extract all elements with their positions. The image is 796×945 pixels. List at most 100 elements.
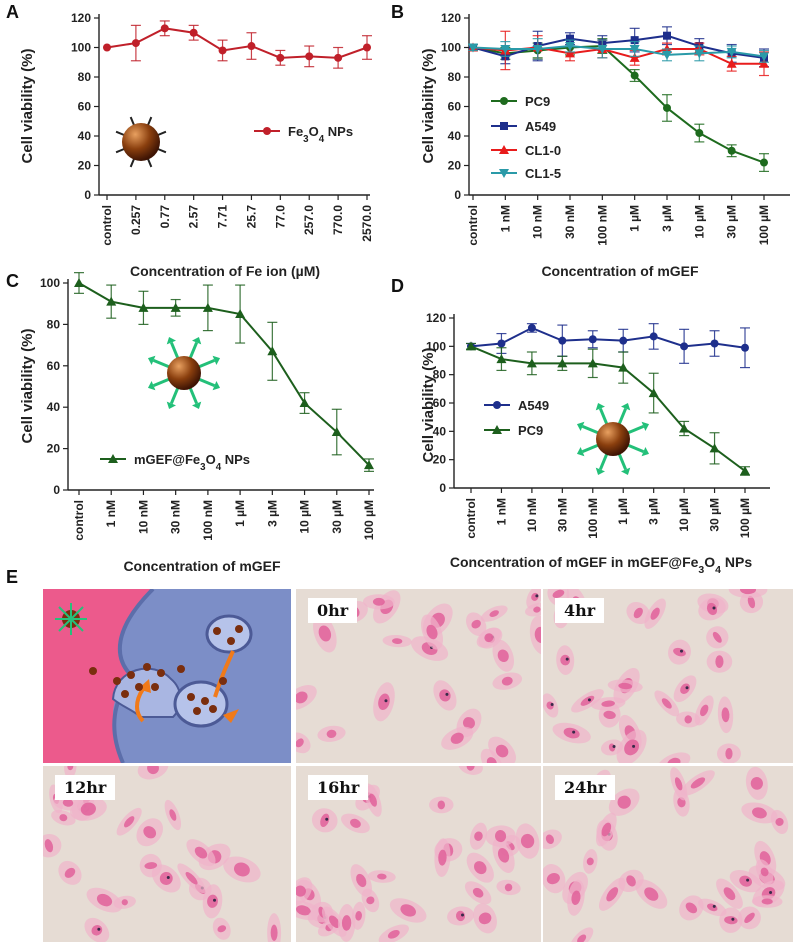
data-point [526,358,537,368]
series-line [470,326,746,349]
data-point [170,302,181,312]
iron-particle [679,649,683,653]
series-line [472,45,765,58]
data-point [160,24,169,33]
iron-particle [97,927,101,931]
cell-nucleus [296,885,306,897]
np-arrowhead [147,381,156,391]
cell-nucleus [400,904,416,917]
cell-nucleus [44,839,54,853]
x-tick-label: 0.257 [129,205,143,235]
cell-nucleus [667,757,681,763]
panel-letter-d: D [391,276,404,296]
legend-mgef-fe3o4-nps: mGEF@Fe3O4 NPs [100,452,250,473]
y-axis-title: Cell viability (%) [420,347,437,462]
legend-fe3o4-nps: Fe3O4 NPs [254,124,353,145]
micrograph-0hr: 0hr [296,589,541,763]
label-24hr: 24hr [555,775,616,800]
iron-particle [712,904,716,908]
cell-nucleus [633,607,643,619]
legend-marker [493,401,501,409]
x-tick-label: 7.71 [216,205,230,229]
cell-nucleus [685,902,698,914]
x-tick-label: control [100,205,114,246]
data-point [679,423,690,433]
iron-particle [550,702,554,706]
cell-nucleus [369,793,377,807]
iron-particle [325,817,329,821]
x-tick-label: 30 nM [563,205,577,239]
cell-nucleus [626,875,636,887]
cell-nucleus [617,795,631,809]
series-line [106,27,368,59]
cell-nucleus [455,910,466,922]
data-point [727,146,736,155]
y-tick-label: 20 [433,453,447,467]
cell-nucleus [474,861,487,875]
data-point [500,44,511,54]
data-point [741,343,749,352]
x-tick-label: control [466,205,480,246]
x-tick-label: 1 nM [494,498,508,525]
cell-nucleus [207,894,218,908]
y-tick-label: 0 [439,481,446,495]
legend-label: PC9 [525,94,550,109]
data-point [619,336,628,345]
cell-nucleus [471,619,481,629]
cell-nucleus [501,676,513,686]
cell-nucleus [497,848,510,863]
data-point [648,388,659,398]
iron-particle [572,730,576,734]
cell-nucleus [484,633,494,643]
np-spike [617,452,628,471]
np-arrowhead [147,355,156,365]
data-point [103,43,111,52]
data-point [680,342,689,351]
panel-letter-e: E [6,567,19,587]
iron-particle [685,686,689,690]
data-point [276,53,285,62]
data-point [629,52,640,62]
cell-nucleus [356,873,367,888]
legend-label: A549 [525,119,556,134]
x-tick-label: 30 nM [169,500,183,534]
series-line [472,45,765,164]
np-spike [169,386,180,405]
data-point [74,278,84,287]
x-tick-label: 100 nM [586,498,600,539]
x-tick-label: 1 nM [498,205,512,232]
cell-nucleus [580,695,595,706]
cell-nucleus [296,738,304,748]
y-tick-label: 20 [78,159,92,173]
micrograph-4hr: 4hr [543,589,793,763]
data-point [587,358,598,368]
cell-nucleus [320,813,330,828]
data-point [131,39,140,48]
data-point [364,460,374,470]
cell-nucleus [91,924,103,936]
iron-particle [535,594,539,598]
cell-nucleus [185,872,198,885]
data-point [663,103,671,112]
y-tick-label: 100 [426,339,446,353]
legend-label: Fe3O4 NPs [288,124,353,145]
x-tick-label: 100 µM [362,500,376,540]
legend-marker [263,127,271,135]
legend-marker [499,169,509,178]
micrograph-16hr: 16hr [296,766,541,942]
nanoparticle-icon-a [115,116,167,168]
iron-particle [166,876,170,880]
x-tick-label: 1 µM [233,500,247,527]
cell-nucleus [378,693,390,711]
cell-nucleus [144,862,158,870]
chart-d: 0 20 40 60 80 100 120 control 1 nM 10 nM 30 nM 100 … [420,311,770,576]
cell-nucleus [62,798,74,807]
np-arrowhead [595,402,605,411]
x-tick-label: 257.0 [302,205,316,235]
data-point [618,362,629,372]
data-point [218,46,227,55]
cell-nucleus [533,606,541,613]
np-arrowhead [166,401,176,410]
np-spike [152,377,171,388]
cell-nucleus [603,710,616,720]
